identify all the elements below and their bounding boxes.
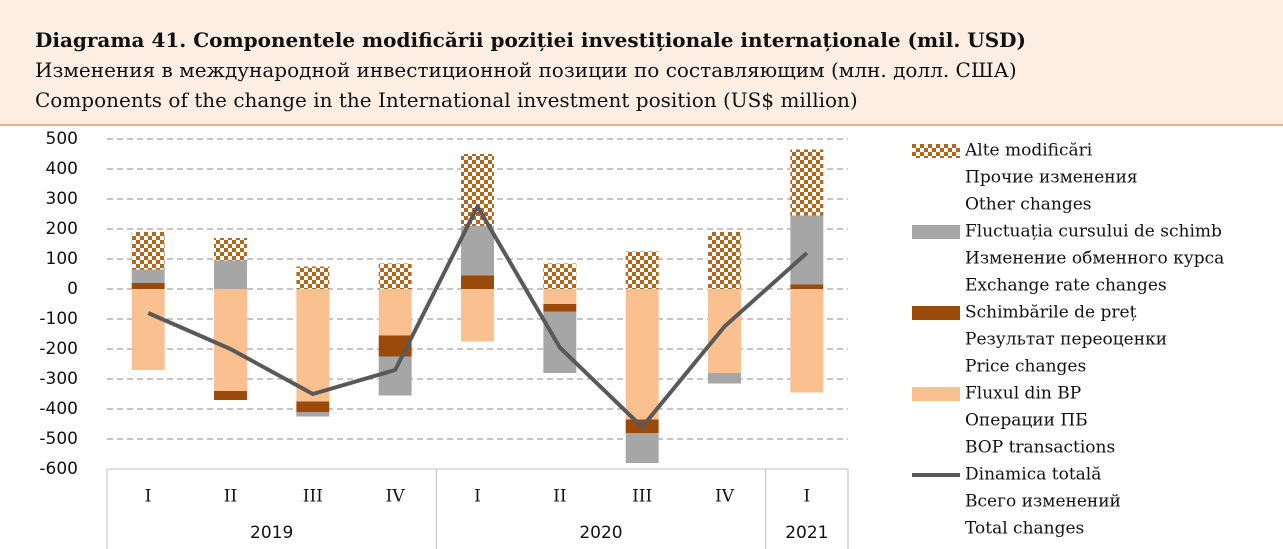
y-tick-label: -200 [39,339,78,359]
y-tick-label: 400 [46,159,78,179]
legend-label: Fluxul din BP [965,384,1081,404]
y-tick-label: 200 [46,219,78,239]
bar [708,289,741,373]
bar [214,238,247,261]
legend-swatch [912,225,960,239]
bar [543,311,577,373]
subtitle: Components of the change in the Internat… [35,88,858,112]
bar [214,260,247,289]
legend-label: Dinamica totală [965,465,1101,485]
bar [296,266,330,289]
bar [790,289,824,393]
x-tick-label: IV [715,487,735,507]
x-tick-label: IV [386,487,406,507]
x-tick-label: I [145,487,152,507]
legend-swatch [912,306,960,320]
group-label: 2019 [250,523,293,543]
legend-label: Other changes [965,195,1092,215]
legend-label: Всего изменений [965,492,1121,512]
legend-swatch [912,387,960,401]
legend-label: Alte modificări [964,141,1093,161]
legend-label: Прочие изменения [965,168,1138,188]
bar [378,356,412,396]
bar [296,289,330,402]
x-tick-label: III [632,487,652,507]
bar [461,154,494,226]
subtitle: Изменения в международной инвестиционной… [35,58,1017,82]
y-tick-label: 0 [67,279,78,299]
bar [214,289,247,391]
x-tick-label: II [224,487,237,507]
bar [378,289,412,336]
bar [625,251,659,289]
bar [543,263,577,289]
legend-label: Exchange rate changes [965,276,1167,296]
bar [131,283,165,289]
bar [708,373,741,384]
legend-label: Schimbările de preț [965,303,1137,323]
legend-label: Fluctuația cursului de schimb [965,222,1222,242]
bar [461,226,494,276]
chart-title: Diagrama 41. Componentele modificării po… [35,28,1026,52]
x-tick-label: II [553,487,566,507]
group-label: 2021 [785,523,828,543]
bar [296,401,330,412]
y-tick-label: -400 [39,399,78,419]
y-tick-label: -300 [39,369,78,389]
y-tick-label: 500 [46,129,78,149]
y-tick-label: -500 [39,429,78,449]
bar [543,289,577,304]
bar [790,284,824,289]
legend-label: Изменение обменного курса [965,249,1224,269]
y-tick-label: -100 [39,309,78,329]
bar [131,232,165,270]
group-label: 2020 [579,523,622,543]
x-tick-label: I [803,487,810,507]
bar [790,149,824,216]
legend-label: Price changes [965,357,1086,377]
bar [543,304,577,312]
line [147,204,809,429]
y-tick-label: 100 [46,249,78,269]
legend-label: BOP transactions [965,438,1115,458]
bar [461,275,494,289]
legend-swatch [912,144,960,158]
bar [131,289,165,370]
bar [625,289,659,420]
bar [214,391,247,400]
bar [708,232,741,289]
y-tick-label: 300 [46,189,78,209]
bar [296,412,330,417]
y-tick-label: -600 [39,459,78,479]
legend-label: Результат переоценки [965,330,1167,350]
legend-label: Операции ПБ [965,411,1088,431]
bar [378,263,412,289]
x-tick-label: I [474,487,481,507]
bar [625,433,659,463]
x-tick-label: III [303,487,323,507]
bar [131,269,165,283]
bar [461,289,494,342]
header: Diagrama 41. Componentele modificării po… [0,0,1283,126]
bar [790,215,824,285]
legend-label: Total changes [965,519,1084,539]
